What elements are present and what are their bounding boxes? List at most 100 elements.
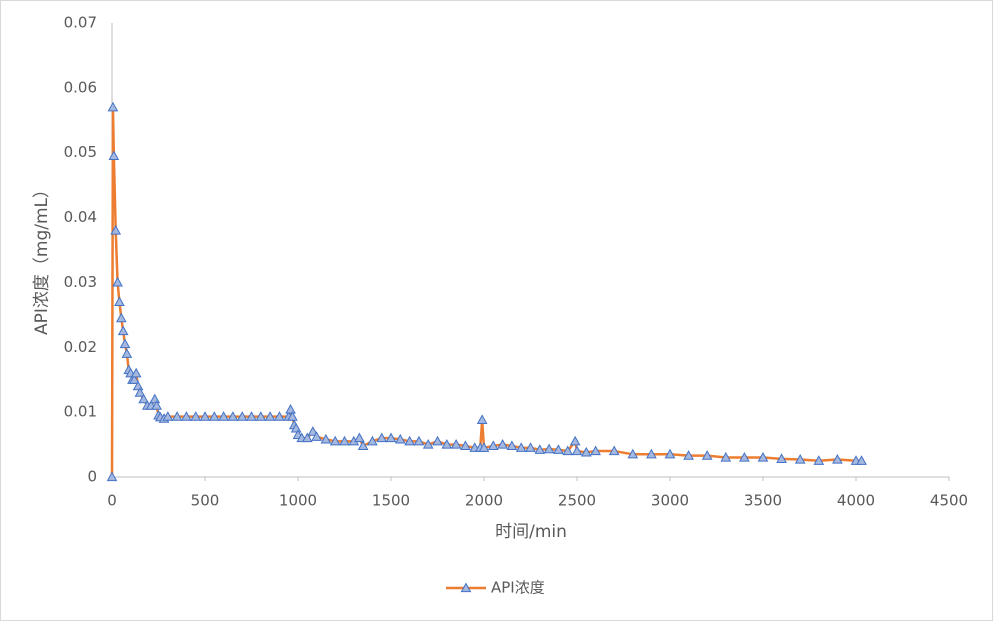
point-marker: [320, 433, 332, 444]
legend-marker: [460, 582, 472, 593]
point-marker: [460, 440, 471, 450]
point-marker: [218, 411, 229, 421]
x-tick-label: 2500: [558, 492, 596, 510]
point-marker: [246, 411, 257, 421]
x-tick-label: 4000: [837, 492, 875, 510]
point-marker: [121, 348, 133, 358]
point-marker: [128, 374, 140, 384]
point-marker: [441, 439, 453, 449]
point-marker: [255, 411, 267, 421]
point-marker: [287, 411, 298, 421]
y-tick-label: 0.04: [64, 208, 97, 226]
point-marker: [580, 446, 592, 457]
point-marker: [108, 150, 120, 161]
point-marker: [181, 411, 192, 421]
point-marker: [106, 471, 118, 482]
y-tick-label: 0: [87, 468, 97, 486]
point-marker: [543, 443, 555, 454]
point-marker: [478, 442, 490, 452]
point-marker: [339, 435, 350, 446]
y-tick-label: 0.06: [64, 78, 97, 96]
point-marker: [832, 453, 843, 464]
x-tick-label: 1000: [279, 492, 317, 510]
point-marker: [307, 426, 319, 436]
point-marker: [119, 338, 131, 349]
point-marker: [562, 445, 574, 456]
point-marker: [608, 445, 620, 456]
y-tick-label: 0.01: [64, 403, 97, 421]
x-axis-label: 时间/min: [495, 522, 567, 542]
point-marker: [646, 448, 657, 459]
point-marker: [311, 431, 322, 441]
point-marker: [506, 440, 518, 450]
y-axis-label: API浓度（mg/mL）: [32, 181, 52, 335]
point-marker: [285, 404, 296, 414]
point-marker: [701, 450, 713, 460]
point-marker: [110, 225, 122, 235]
point-marker: [357, 440, 369, 450]
point-marker: [571, 445, 583, 456]
point-marker: [112, 276, 123, 287]
point-marker: [487, 440, 499, 450]
point-marker: [720, 452, 732, 462]
x-tick-label: 3500: [744, 492, 782, 510]
point-marker: [776, 453, 787, 463]
point-marker: [385, 432, 397, 443]
legend-label: API浓度: [491, 579, 545, 597]
point-marker: [367, 435, 378, 446]
point-marker: [525, 442, 536, 452]
point-marker: [290, 422, 302, 433]
point-marker: [274, 411, 285, 421]
point-marker: [190, 411, 202, 421]
point-marker: [376, 432, 388, 443]
point-marker: [134, 387, 146, 397]
point-marker: [432, 435, 443, 446]
y-tick-label: 0.03: [64, 273, 97, 291]
point-marker: [476, 414, 488, 425]
point-marker: [329, 435, 341, 446]
point-marker: [627, 448, 639, 459]
point-marker: [117, 325, 129, 336]
point-marker: [664, 448, 676, 459]
x-tick-label: 2000: [465, 492, 503, 510]
point-marker: [115, 312, 127, 323]
point-marker: [813, 455, 825, 465]
point-marker: [208, 411, 220, 421]
point-marker: [227, 411, 239, 421]
x-tick-label: 4500: [930, 492, 968, 510]
point-marker: [171, 411, 183, 421]
x-tick-label: 500: [191, 492, 220, 510]
point-marker: [757, 452, 769, 462]
point-marker: [107, 101, 119, 112]
point-marker: [130, 367, 142, 378]
point-marker: [683, 450, 694, 460]
point-marker: [132, 380, 144, 391]
point-marker: [569, 435, 581, 446]
point-marker: [199, 411, 211, 421]
point-marker: [515, 442, 527, 452]
point-marker: [422, 439, 434, 449]
point-marker: [138, 393, 149, 404]
point-marker: [404, 435, 415, 446]
x-tick-label: 1500: [372, 492, 410, 510]
point-marker: [149, 393, 161, 404]
point-marker: [162, 411, 174, 421]
point-marker: [794, 453, 806, 464]
y-tick-label: 0.07: [64, 14, 97, 32]
point-marker: [856, 455, 867, 465]
x-tick-label: 0: [107, 492, 117, 510]
point-marker: [236, 411, 248, 421]
y-tick-label: 0.05: [64, 143, 97, 161]
point-marker: [553, 444, 564, 454]
point-marker: [590, 445, 601, 456]
point-marker: [114, 296, 125, 306]
point-marker: [413, 435, 425, 446]
point-marker: [450, 439, 462, 449]
point-marker: [151, 400, 162, 410]
point-marker: [264, 411, 276, 421]
point-marker: [301, 432, 313, 443]
point-marker: [354, 432, 365, 443]
point-marker: [534, 444, 546, 454]
